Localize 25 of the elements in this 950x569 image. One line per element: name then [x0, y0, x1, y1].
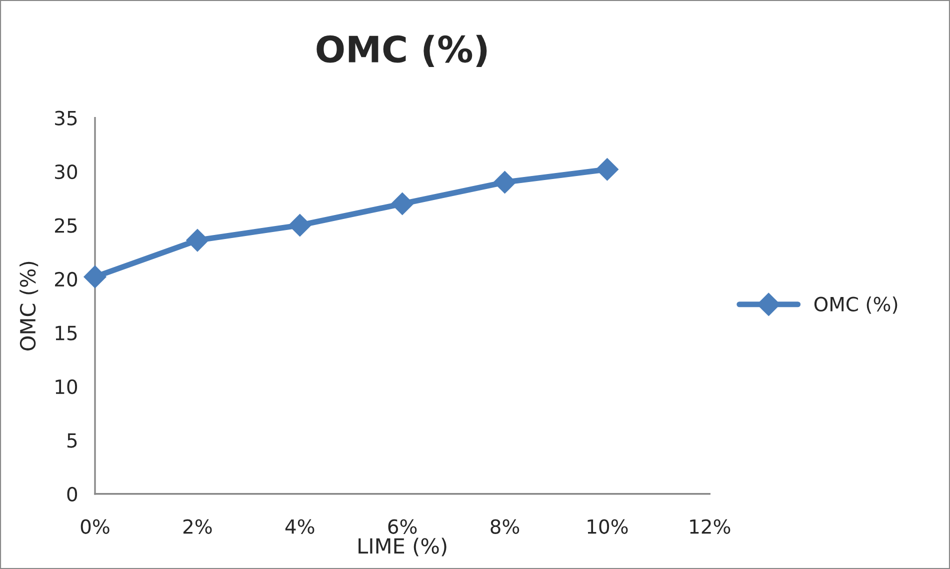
y-tick-label: 15 [56, 326, 77, 340]
x-tick-label: 12% [690, 519, 730, 534]
x-tick-label: 8% [490, 519, 520, 534]
chart-title: OMC (%) [316, 34, 487, 67]
y-tick-label: 5 [67, 433, 77, 448]
y-tick-label: 35 [55, 110, 77, 126]
x-tick-label: 0% [80, 519, 110, 534]
x-tick-label: 4% [285, 519, 314, 534]
point [288, 214, 312, 237]
point [493, 170, 516, 194]
x-tick-label: 2% [183, 519, 212, 534]
x-tick-label: 10% [588, 519, 628, 534]
point [391, 192, 414, 216]
x-axis-title: LIME (%) [358, 538, 446, 556]
y-tick-label: 30 [55, 164, 78, 180]
y-tick-label: 10 [56, 379, 78, 394]
point [186, 228, 209, 252]
point [596, 158, 619, 181]
legend-label: OMC (%) [814, 296, 898, 314]
x-tick-label: 6% [388, 519, 417, 534]
y-axis-title: OMC (%) [20, 262, 38, 350]
y-tick-label: 20 [55, 272, 78, 287]
y-tick-label: 0 [67, 486, 78, 502]
y-tick-label: 25 [55, 218, 77, 233]
point [84, 266, 106, 288]
